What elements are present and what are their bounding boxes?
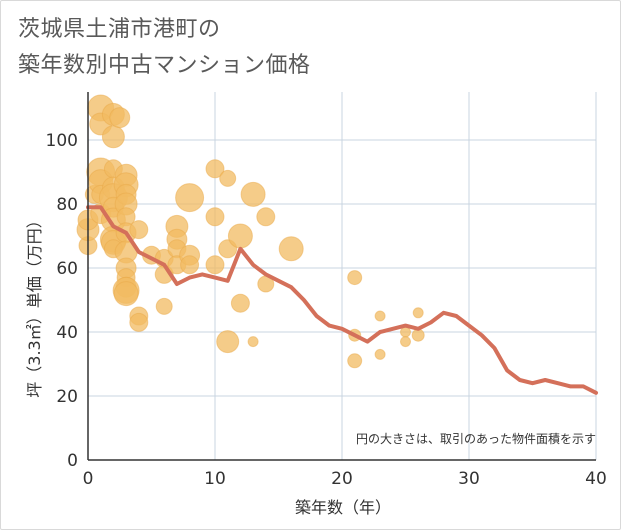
y-tick-label: 40 [56,323,78,343]
chart-title-line1: 茨城県土浦市港町の [18,17,221,42]
size-note: 円の大きさは、取引のあった物件面積を示す [356,431,596,446]
data-bubble [109,107,131,129]
data-bubble [101,125,125,149]
data-bubble [400,336,411,348]
data-bubble [113,281,139,307]
y-tick-label: 20 [56,387,78,407]
x-axis-label: 築年数（年） [295,498,391,517]
x-tick-label: 40 [585,469,607,489]
x-tick-label: 10 [204,469,226,489]
data-bubble [347,353,363,369]
x-tick-label: 30 [458,469,480,489]
data-bubble [227,223,253,249]
y-tick-label: 0 [67,451,78,471]
data-bubble [216,330,240,354]
data-bubble [240,181,266,207]
x-tick-label: 20 [331,469,353,489]
data-bubble [278,236,304,262]
data-bubble [347,270,363,286]
average-price-line [86,205,598,395]
data-bubble [247,336,259,348]
data-bubble [412,307,424,319]
data-bubble [219,169,237,187]
data-bubble [230,293,250,313]
trend-line-layer [86,205,598,395]
chart-title-line2: 築年数別中古マンション価格 [18,53,311,78]
data-bubble [374,348,386,360]
data-bubble [175,183,205,213]
data-bubble [205,255,225,275]
y-tick-label: 80 [56,195,78,215]
data-bubble [155,297,173,315]
data-bubble [374,310,386,322]
data-bubble [129,312,149,332]
data-bubble [129,220,149,240]
data-bubble [411,328,425,342]
y-axis-label: 坪（3.3㎡）単価（万円） [25,212,44,397]
chart-title: 茨城県土浦市港町の 築年数別中古マンション価格 [18,12,311,84]
y-tick-label: 60 [56,259,78,279]
data-bubble [256,207,276,227]
data-bubble [180,255,200,275]
axes: 0 10 20 30 40 0 20 40 60 80 100 [46,92,607,489]
data-bubble [205,159,225,179]
y-tick-label: 100 [46,131,78,151]
data-bubble [205,207,225,227]
x-tick-label: 0 [83,469,94,489]
bubble-layer [76,94,425,369]
